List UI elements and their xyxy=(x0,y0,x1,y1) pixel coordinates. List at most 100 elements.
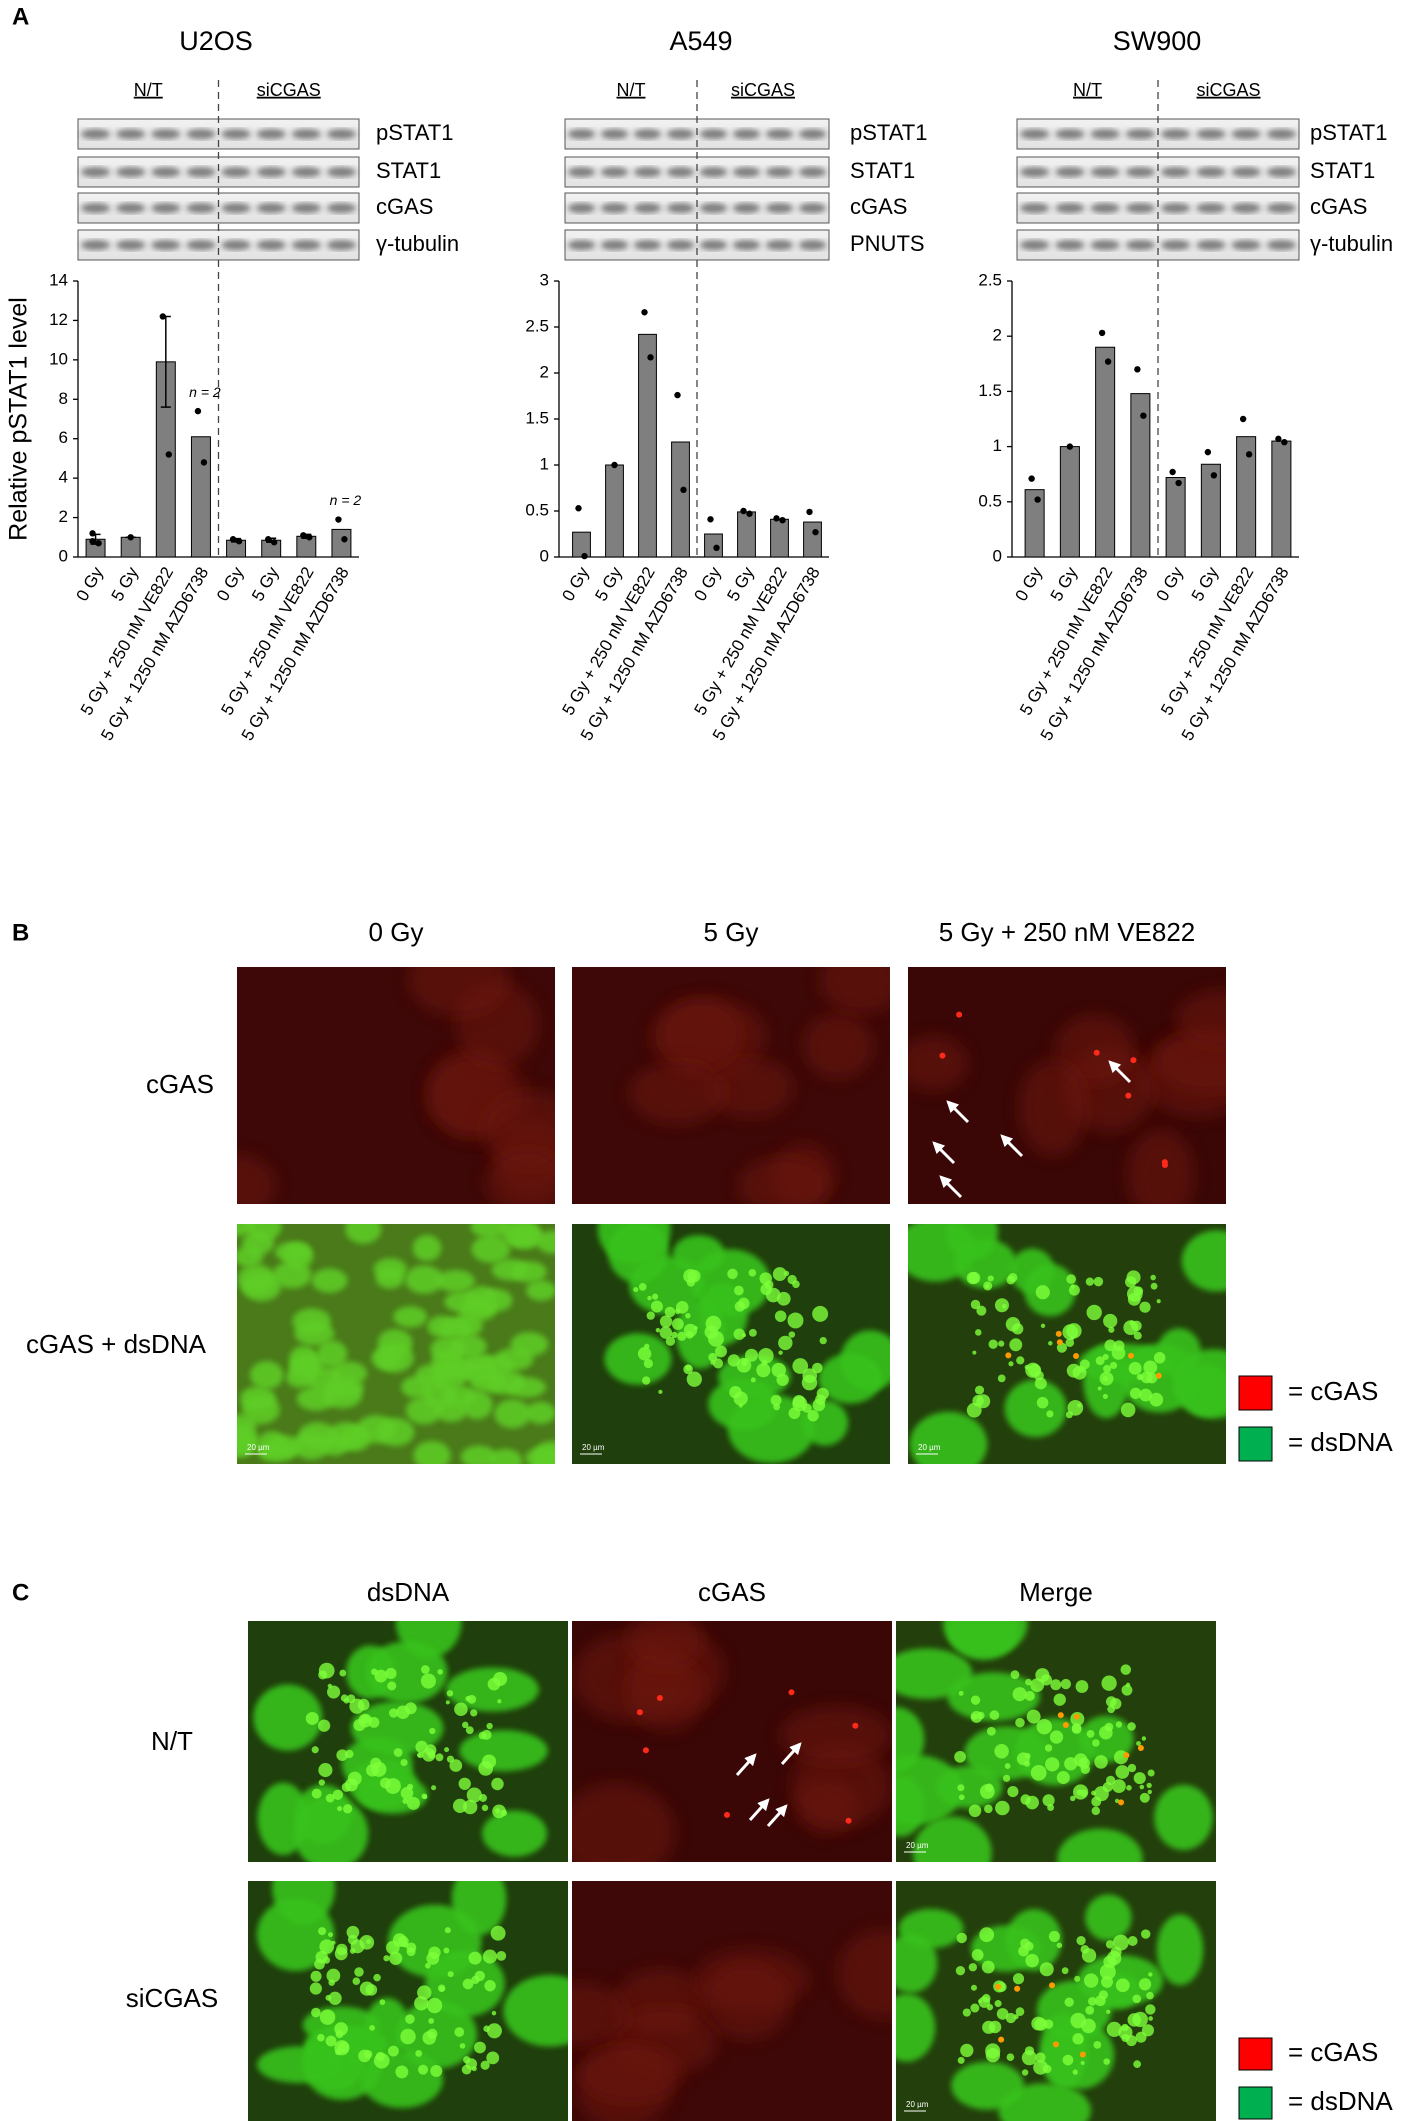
micronucleus xyxy=(1147,1769,1155,1777)
micronucleus xyxy=(1070,1795,1076,1802)
nucleus xyxy=(450,1334,487,1359)
micronucleus xyxy=(741,1360,748,1367)
micronucleus xyxy=(1025,1362,1041,1378)
data-point xyxy=(680,486,687,494)
micronucleus xyxy=(1103,1313,1118,1329)
cell-glow xyxy=(737,1156,829,1204)
micronucleus xyxy=(727,1268,738,1280)
scale-bar-label: 20 µm xyxy=(906,2100,929,2109)
micronucleus xyxy=(1064,1997,1074,2007)
bar xyxy=(1165,477,1186,558)
data-point xyxy=(1134,366,1141,373)
micronucleus xyxy=(675,1301,689,1314)
micronucleus xyxy=(444,1927,451,1934)
cell-glow xyxy=(780,1706,892,1765)
data-point xyxy=(229,536,237,543)
micrograph-content xyxy=(908,967,1226,1204)
micronucleus xyxy=(339,1669,347,1677)
micrograph-content xyxy=(237,1224,555,1464)
blot-band xyxy=(600,203,629,213)
micronucleus xyxy=(317,1719,331,1732)
arrow xyxy=(748,1798,770,1822)
nucleus xyxy=(1004,1379,1067,1438)
micronucleus xyxy=(1146,1991,1154,2000)
micronucleus xyxy=(369,2025,375,2031)
y-tick-label: 12 xyxy=(49,310,68,329)
blot-band xyxy=(186,129,216,139)
micronucleus xyxy=(812,1305,829,1322)
micronucleus xyxy=(1040,1323,1046,1329)
micronucleus xyxy=(462,1721,469,1729)
micronucleus xyxy=(1060,1678,1072,1690)
nucleus xyxy=(412,1234,442,1262)
y-tick-label: 1 xyxy=(993,436,1002,455)
data-point xyxy=(300,532,307,539)
cell-glow xyxy=(626,1621,704,1670)
micronucleus xyxy=(671,1331,678,1339)
micronucleus xyxy=(650,1300,663,1313)
blot-band xyxy=(186,167,216,177)
nucleus xyxy=(896,1707,925,1772)
blot-band xyxy=(1231,129,1261,139)
data-point xyxy=(1169,468,1176,476)
micronucleus xyxy=(482,1754,497,1769)
micronucleus xyxy=(341,1782,352,1792)
foci xyxy=(1130,1057,1137,1064)
blot-band xyxy=(221,240,251,250)
data-point xyxy=(200,459,208,466)
scale-bar-label: 20 µm xyxy=(582,1443,605,1452)
foci xyxy=(636,1709,643,1716)
micronucleus xyxy=(471,1975,480,1985)
micronucleus xyxy=(982,2020,996,2034)
nucleus xyxy=(525,1447,555,1464)
micronucleus xyxy=(427,2028,438,2040)
micronucleus xyxy=(311,1788,322,1799)
micronucleus xyxy=(748,1328,757,1337)
foci xyxy=(1073,1352,1080,1359)
foci xyxy=(1155,1372,1162,1379)
micronucleus xyxy=(417,1752,424,1759)
nucleus xyxy=(470,1224,511,1238)
x-tick-label: 5 Gy xyxy=(723,563,758,604)
blot-label: cGAS xyxy=(1310,194,1367,219)
micronucleus xyxy=(435,1753,444,1762)
micronucleus xyxy=(318,1763,333,1778)
micronucleus xyxy=(1005,2012,1017,2024)
micronucleus xyxy=(1121,2023,1129,2032)
data-point xyxy=(674,391,681,399)
data-point xyxy=(335,516,342,523)
blot-band xyxy=(1055,129,1085,139)
micronucleus xyxy=(1076,1936,1086,1946)
cell-glow xyxy=(625,1654,707,1731)
y-tick-label: 2.5 xyxy=(525,316,549,335)
micronucleus xyxy=(400,2028,416,2045)
micronucleus xyxy=(979,1784,995,1799)
micronucleus xyxy=(685,1312,691,1319)
arrow xyxy=(946,1100,970,1124)
micronucleus xyxy=(1141,1736,1147,1741)
charts: U2OS pSTAT1 STAT1 cGAS γ-tubulin N/T siCGAS 0 2 4… xyxy=(5,26,1394,744)
y-tick-label: 0 xyxy=(993,546,1002,565)
micronucleus xyxy=(388,1708,399,1718)
micronucleus xyxy=(748,1269,757,1277)
foci xyxy=(788,1689,795,1696)
micronucleus xyxy=(971,1949,984,1961)
micronucleus xyxy=(1101,1975,1114,1988)
data-point xyxy=(1034,496,1041,503)
y-tick-label: 0 xyxy=(540,546,549,565)
blot-band xyxy=(600,167,629,177)
micronucleus xyxy=(994,1743,1009,1759)
micronucleus xyxy=(975,1329,982,1336)
blot-band xyxy=(1019,240,1050,250)
micronucleus xyxy=(1149,1392,1164,1407)
nucleus xyxy=(608,1224,669,1284)
blot-band xyxy=(1090,240,1120,250)
bar xyxy=(1200,463,1221,558)
y-tick-label: 4 xyxy=(59,468,68,487)
micronucleus xyxy=(783,1270,790,1277)
blot-band xyxy=(1055,203,1085,213)
foci xyxy=(1014,1985,1021,1992)
micronucleus xyxy=(704,1325,719,1339)
blot-band xyxy=(115,129,146,139)
micronucleus xyxy=(1080,1764,1091,1774)
